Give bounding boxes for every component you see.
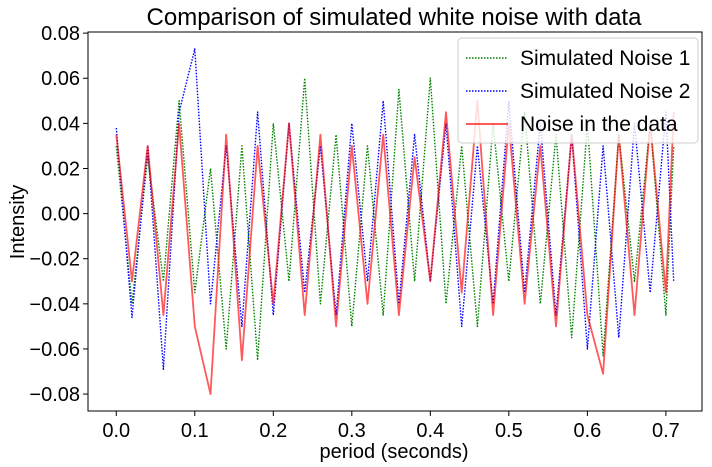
y-tick-label: 0.00 (41, 204, 80, 226)
x-tick-label: 0.4 (416, 420, 444, 442)
y-tick-label: −0.06 (29, 339, 80, 361)
x-tick-label: 0.0 (102, 420, 130, 442)
legend-box (457, 37, 699, 144)
y-tick-label: 0.02 (41, 158, 80, 180)
chart-title: Comparison of simulated white noise with… (147, 4, 643, 31)
legend-label: Simulated Noise 2 (520, 80, 690, 103)
y-tick-label: 0.04 (41, 113, 80, 135)
x-axis-title: period (seconds) (320, 441, 469, 463)
y-axis: −0.08 −0.06 −0.04 −0.02 0.00 0.02 0.04 0.06 0.08 (29, 23, 88, 406)
series-line-2 (115, 48, 675, 370)
x-tick-label: 0.5 (495, 420, 523, 442)
y-tick-label: −0.02 (29, 249, 80, 271)
y-tick-label: 0.08 (41, 23, 80, 45)
legend-label: Simulated Noise 1 (520, 47, 690, 70)
series-line-1 (115, 77, 675, 361)
x-tick-label: 0.7 (652, 420, 680, 442)
x-tick-label: 0.2 (259, 420, 287, 442)
plot-area (115, 48, 675, 396)
x-tick-label: 0.6 (573, 420, 601, 442)
legend: Simulated Noise 1 Simulated Noise 2 Noise … (457, 37, 699, 144)
x-tick-label: 0.1 (181, 420, 209, 442)
y-tick-label: 0.06 (41, 68, 80, 90)
y-tick-label: −0.08 (29, 384, 80, 406)
legend-label: Noise in the data (520, 113, 678, 136)
x-tick-label: 0.3 (338, 420, 366, 442)
x-axis: 0.0 0.1 0.2 0.3 0.4 0.5 0.6 0.7 (102, 411, 680, 442)
series-line-3 (115, 99, 675, 396)
plot-frame (87, 31, 703, 412)
y-tick-label: −0.04 (29, 294, 80, 316)
y-axis-title: Intensity (7, 185, 29, 259)
